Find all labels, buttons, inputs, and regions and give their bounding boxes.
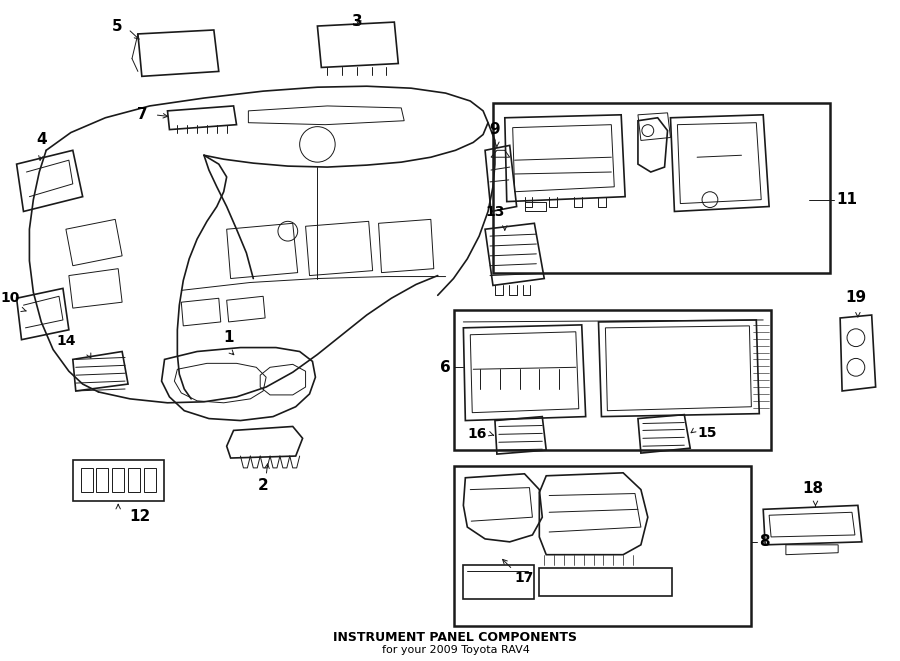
Text: 7: 7 [137, 107, 148, 122]
Bar [144, 468, 156, 492]
Text: 9: 9 [490, 122, 500, 137]
Bar [73, 460, 164, 502]
Text: 6: 6 [440, 360, 451, 375]
Text: 8: 8 [760, 534, 770, 549]
Text: INSTRUMENT PANEL COMPONENTS: INSTRUMENT PANEL COMPONENTS [334, 631, 578, 644]
Bar [81, 468, 93, 492]
Text: 15: 15 [698, 426, 716, 440]
Bar [464, 564, 535, 599]
Bar [96, 468, 108, 492]
Text: 13: 13 [485, 206, 505, 219]
Bar [128, 468, 140, 492]
Text: 5: 5 [112, 19, 122, 34]
Text: 4: 4 [36, 132, 47, 147]
Bar [539, 568, 672, 596]
Bar [525, 202, 546, 212]
Bar [454, 310, 771, 450]
Text: 14: 14 [56, 334, 76, 348]
Bar [493, 103, 831, 272]
Bar [454, 466, 752, 626]
Text: 3: 3 [352, 14, 362, 29]
Text: 1: 1 [223, 330, 234, 344]
Text: 16: 16 [468, 428, 487, 442]
Text: 2: 2 [257, 478, 268, 492]
Text: 12: 12 [130, 510, 150, 524]
Bar [112, 468, 124, 492]
Text: 17: 17 [515, 572, 535, 586]
Text: 10: 10 [0, 292, 20, 305]
Text: for your 2009 Toyota RAV4: for your 2009 Toyota RAV4 [382, 645, 529, 655]
Text: 11: 11 [836, 192, 857, 207]
Text: 19: 19 [845, 290, 867, 305]
Text: 18: 18 [802, 481, 824, 496]
